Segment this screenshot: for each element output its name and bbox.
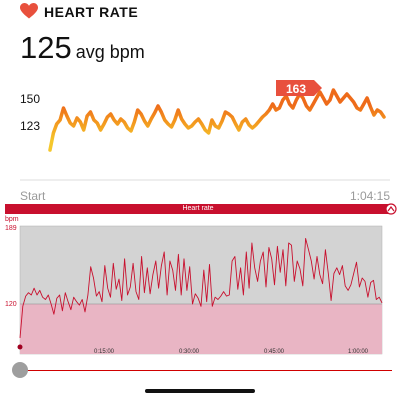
x-tick-label: 0:15:00: [94, 349, 115, 355]
heart-rate-line: [19, 237, 383, 338]
y-tick-label: 150: [20, 92, 40, 106]
y-tick-label: 120: [5, 301, 17, 308]
heart-rate-chart: 150 123 163 Start 1:04:15: [20, 80, 390, 200]
heart-icon: [20, 3, 38, 19]
heart-rate-zone-band: [20, 304, 382, 354]
y-tick-label: 123: [20, 119, 40, 133]
y-unit-label: bpm: [5, 216, 19, 223]
x-tick-label-end: 1:04:15: [350, 189, 390, 200]
peak-callout: 163: [276, 80, 322, 96]
x-tick-label-start: Start: [20, 189, 46, 200]
avg-summary: 125 avg bpm: [20, 30, 145, 66]
close-chart-icon[interactable]: [385, 203, 397, 215]
home-indicator: [145, 389, 255, 393]
x-tick-label: 1:00:00: [348, 349, 369, 355]
x-tick-label: 0:45:00: [264, 349, 285, 355]
heart-rate-detail-chart: bpm 189 120 0:15:00 0:30:00 0:45:00 1:00…: [5, 203, 397, 355]
x-tick-label: 0:30:00: [179, 349, 200, 355]
heart-rate-line: [48, 88, 386, 152]
start-point-marker: [17, 344, 23, 350]
page-title: HEART RATE: [44, 4, 139, 20]
avg-unit: avg bpm: [75, 42, 145, 62]
avg-value: 125: [20, 30, 72, 65]
timeline-slider-thumb[interactable]: [12, 362, 28, 378]
peak-label: 163: [286, 82, 306, 96]
chart-title-bar: [5, 204, 391, 214]
chart-title: Heart rate: [182, 205, 214, 212]
timeline-slider-track[interactable]: [20, 370, 392, 371]
y-tick-label: 189: [5, 225, 17, 232]
